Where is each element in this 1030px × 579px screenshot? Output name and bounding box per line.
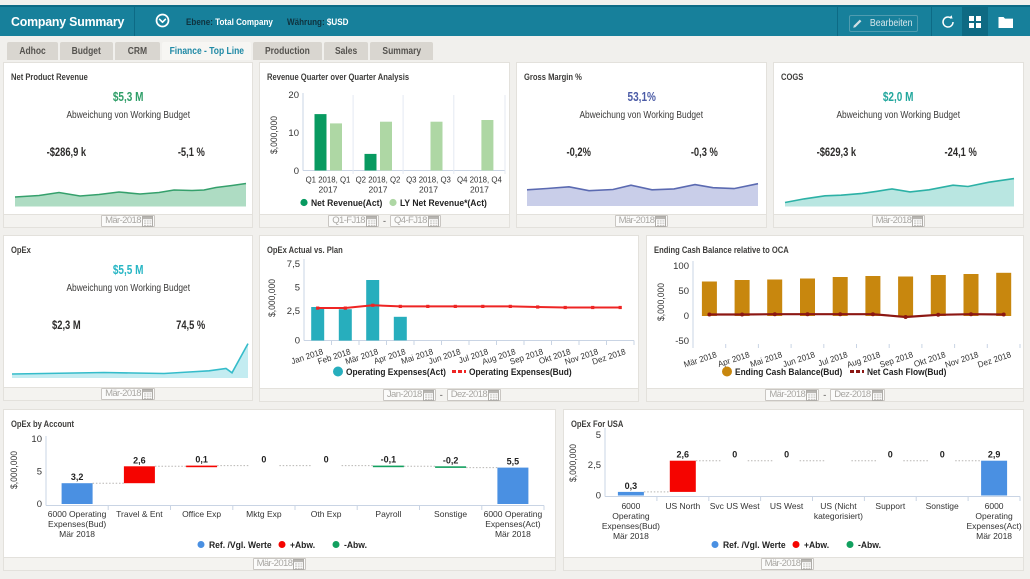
svg-text:Oth Exp: Oth Exp [311, 509, 342, 519]
svg-text:6000: 6000 [621, 501, 640, 511]
svg-text:kategorisiert): kategorisiert) [814, 511, 863, 521]
svg-text:Mär 2018: Mär 2018 [682, 349, 718, 369]
svg-text:10: 10 [288, 128, 299, 139]
svg-text:-0,2: -0,2 [443, 455, 459, 465]
svg-text:US North: US North [665, 501, 700, 511]
svg-text:100: 100 [673, 261, 689, 272]
svg-text:+Abw.: +Abw. [290, 540, 315, 551]
svg-text:Net Cash Flow(Bud): Net Cash Flow(Bud) [867, 367, 946, 378]
svg-text:US West: US West [770, 501, 804, 511]
svg-text:7,5: 7,5 [287, 259, 300, 270]
svg-text:Travel & Ent: Travel & Ent [116, 509, 163, 519]
svg-text:5: 5 [37, 467, 42, 478]
svg-text:Mktg Exp: Mktg Exp [246, 509, 282, 519]
svg-text:Q4 2018, Q4: Q4 2018, Q4 [457, 175, 502, 185]
svg-text:Mär 2018: Mär 2018 [59, 529, 95, 539]
svg-text:Expenses(Bud): Expenses(Bud) [48, 519, 106, 529]
svg-text:Office Exp: Office Exp [182, 509, 221, 519]
svg-text:Q1 2018, Q1: Q1 2018, Q1 [306, 175, 351, 185]
svg-text:Mär 2018: Mär 2018 [976, 531, 1012, 541]
svg-text:-0,1: -0,1 [381, 455, 397, 465]
svg-text:Expenses(Act): Expenses(Act) [485, 519, 540, 529]
svg-text:Ref. /Vgl. Werte: Ref. /Vgl. Werte [209, 540, 272, 551]
svg-text:Expenses(Act): Expenses(Act) [966, 521, 1021, 531]
svg-text:Net Revenue(Act): Net Revenue(Act) [311, 198, 382, 209]
svg-text:0: 0 [732, 450, 737, 460]
svg-text:-Abw.: -Abw. [344, 540, 367, 551]
svg-text:20: 20 [288, 90, 299, 101]
svg-text:2017: 2017 [470, 185, 489, 195]
svg-text:0: 0 [596, 491, 601, 502]
svg-text:5: 5 [596, 430, 601, 441]
svg-text:Payroll: Payroll [375, 509, 401, 519]
svg-text:2017: 2017 [319, 185, 338, 195]
svg-text:0: 0 [324, 455, 329, 465]
svg-text:0: 0 [295, 336, 300, 347]
svg-text:US (Nicht: US (Nicht [820, 501, 857, 511]
svg-text:3,2: 3,2 [71, 472, 84, 482]
svg-text:Nov 2018: Nov 2018 [944, 349, 980, 369]
svg-text:50: 50 [678, 286, 689, 297]
svg-text:0: 0 [261, 455, 266, 465]
svg-text:5,5: 5,5 [507, 457, 520, 467]
svg-text:0: 0 [888, 450, 893, 460]
svg-text:$,000,000: $,000,000 [267, 279, 278, 317]
svg-text:$,000,000: $,000,000 [656, 283, 667, 321]
svg-text:Sonstige: Sonstige [926, 501, 959, 511]
svg-text:2,6: 2,6 [133, 455, 146, 465]
svg-text:Q3 2018, Q3: Q3 2018, Q3 [406, 175, 451, 185]
svg-text:6000 Operating: 6000 Operating [484, 509, 543, 519]
svg-text:$,000,000: $,000,000 [568, 444, 579, 482]
svg-text:Dez 2018: Dez 2018 [976, 349, 1012, 369]
svg-text:2017: 2017 [369, 185, 388, 195]
svg-text:0: 0 [684, 311, 689, 322]
svg-text:2,5: 2,5 [287, 306, 300, 317]
svg-text:Q2 2018, Q2: Q2 2018, Q2 [356, 175, 401, 185]
svg-text:0: 0 [940, 450, 945, 460]
svg-text:$,000,000: $,000,000 [269, 116, 280, 154]
svg-text:-50: -50 [675, 336, 689, 347]
svg-text:Ending Cash Balance(Bud): Ending Cash Balance(Bud) [735, 367, 842, 378]
svg-text:6000: 6000 [985, 501, 1004, 511]
svg-text:Mär 2018: Mär 2018 [495, 529, 531, 539]
svg-text:Support: Support [875, 501, 905, 511]
svg-text:Svc US West: Svc US West [710, 501, 761, 511]
svg-text:Operating: Operating [975, 511, 1013, 521]
svg-text:+Abw.: +Abw. [804, 540, 829, 551]
svg-text:Operating: Operating [612, 511, 650, 521]
svg-text:2,9: 2,9 [988, 450, 1001, 460]
svg-text:$,000,000: $,000,000 [9, 451, 20, 489]
svg-text:Operating Expenses(Act): Operating Expenses(Act) [346, 367, 446, 378]
svg-text:Expenses(Bud): Expenses(Bud) [602, 521, 660, 531]
svg-text:2017: 2017 [419, 185, 438, 195]
svg-text:Jul 2018: Jul 2018 [817, 349, 849, 368]
svg-text:5: 5 [295, 283, 300, 294]
svg-text:Operating Expenses(Bud): Operating Expenses(Bud) [469, 367, 572, 378]
svg-text:0: 0 [784, 450, 789, 460]
svg-text:0: 0 [37, 499, 42, 510]
svg-text:2,5: 2,5 [588, 460, 601, 471]
svg-text:-Abw.: -Abw. [858, 540, 881, 551]
svg-text:6000 Operating: 6000 Operating [48, 509, 107, 519]
svg-text:LY Net Revenue*(Act): LY Net Revenue*(Act) [400, 198, 487, 209]
svg-text:0,3: 0,3 [625, 481, 638, 491]
svg-text:Mär 2018: Mär 2018 [613, 531, 649, 541]
svg-text:Sonstige: Sonstige [434, 509, 467, 519]
svg-text:0: 0 [294, 166, 299, 177]
svg-text:Ref. /Vgl. Werte: Ref. /Vgl. Werte [723, 540, 786, 551]
svg-text:0,1: 0,1 [195, 455, 208, 465]
svg-text:2,6: 2,6 [677, 450, 690, 460]
svg-text:10: 10 [31, 434, 42, 445]
